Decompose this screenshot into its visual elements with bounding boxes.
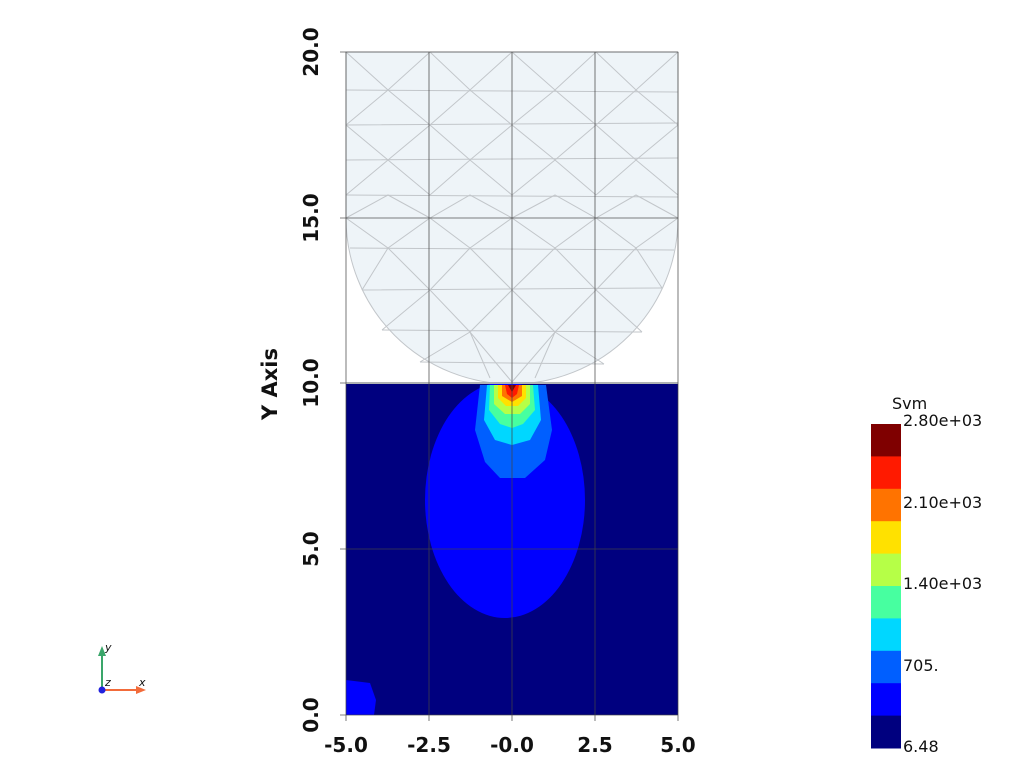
x-tick-label: -0.0 [490, 733, 534, 757]
colorbar-swatch [871, 650, 901, 684]
x-tick-label: 5.0 [660, 733, 696, 757]
y-tick-label: 20.0 [299, 27, 323, 77]
y-tick-label: 10.0 [299, 358, 323, 408]
colorbar-label: 2.80e+03 [903, 411, 983, 430]
orientation-axes [98, 646, 146, 694]
colorbar-title: Svm [892, 394, 928, 413]
x-tick-label: 2.5 [577, 733, 613, 757]
axis-grid [340, 51, 679, 721]
colorbar-label: 1.40e+03 [903, 574, 983, 593]
colorbar-label: 2.10e+03 [903, 493, 983, 512]
orientation-x-label: x [139, 676, 146, 689]
y-axis-title: Y Axis [258, 348, 282, 421]
orientation-z-label: z [105, 676, 111, 689]
colorbar-swatch [871, 424, 901, 457]
y-tick-label: 0.0 [299, 697, 323, 733]
colorbar-swatch [871, 521, 901, 555]
colorbar-label: 6.48 [903, 737, 939, 756]
colorbar-swatch [871, 553, 901, 587]
colorbar-swatch [871, 715, 901, 749]
colorbar-swatch [871, 683, 901, 717]
y-tick-label: 5.0 [299, 531, 323, 567]
colorbar [871, 424, 901, 749]
x-tick-label: -2.5 [407, 733, 451, 757]
colorbar-swatch [871, 456, 901, 490]
colorbar-swatch [871, 618, 901, 652]
colorbar-label: 705. [903, 656, 939, 675]
x-tick-label: -5.0 [324, 733, 368, 757]
colorbar-swatch [871, 488, 901, 522]
y-tick-label: 15.0 [299, 193, 323, 243]
orientation-y-label: y [105, 641, 112, 654]
colorbar-swatch [871, 586, 901, 619]
